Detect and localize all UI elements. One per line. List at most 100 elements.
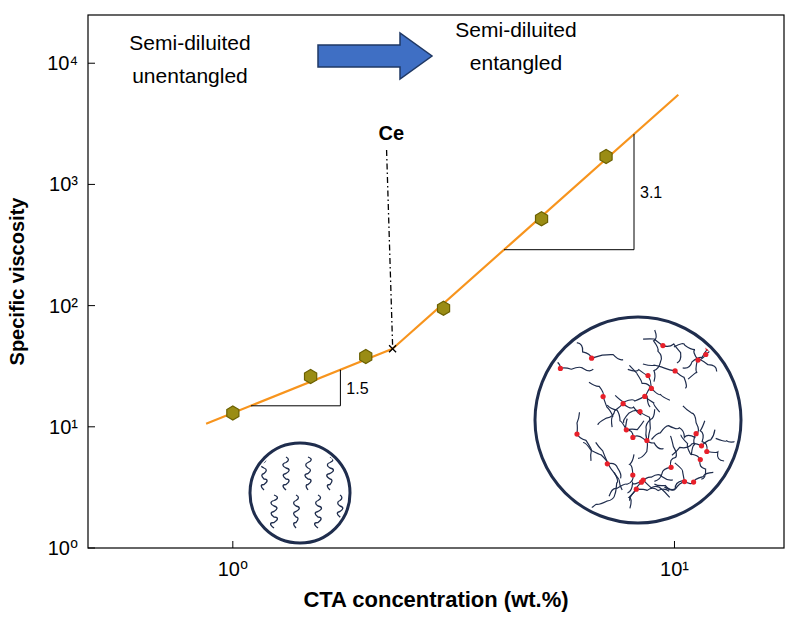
chain — [628, 369, 651, 407]
y-tick-label: 10⁴ — [47, 52, 78, 74]
chart-root: 10⁰ 10¹ 10² 10³ 10⁴ 10⁰ 10¹ CTA concentration (… — [0, 0, 792, 619]
chain — [643, 364, 687, 388]
chain — [577, 343, 623, 360]
entanglement-point — [639, 480, 644, 485]
annotation-line: Semi-diluited — [129, 31, 250, 54]
y-axis-title: Specific viscosity — [6, 197, 28, 366]
free-chains — [261, 457, 343, 528]
y-tick — [88, 548, 95, 549]
entanglement-point — [649, 386, 654, 391]
ce-leader — [387, 150, 393, 345]
fit-line — [393, 95, 679, 349]
slope-label: 3.1 — [640, 184, 662, 201]
schematic-circle — [535, 317, 741, 523]
entanglement-point — [742, 447, 747, 452]
entanglement-point — [574, 432, 579, 437]
slope-triangle — [251, 370, 341, 406]
chain — [615, 395, 660, 412]
entanglement-point — [624, 427, 629, 432]
y-tick — [88, 184, 95, 185]
ce-label: Ce — [379, 122, 405, 144]
entanglement-point — [637, 409, 642, 414]
x-tick-label: 10⁰ — [218, 558, 248, 580]
entanglement-point — [630, 472, 635, 477]
chain — [271, 495, 278, 528]
chain — [654, 330, 662, 382]
chain — [625, 419, 663, 449]
transition-arrow — [318, 33, 432, 79]
entanglement-point — [642, 394, 647, 399]
data-group — [206, 95, 678, 424]
chain — [607, 405, 644, 430]
data-point — [227, 406, 239, 420]
data-point — [438, 301, 450, 315]
entanglement-point — [698, 457, 703, 462]
entanglement-point — [644, 438, 649, 443]
x-axis-title: CTA concentration (wt.%) — [303, 587, 568, 612]
y-tick-label: 10² — [49, 295, 78, 317]
entanglement-point — [621, 401, 626, 406]
chain — [589, 382, 613, 427]
y-tick — [88, 426, 95, 427]
chain — [643, 339, 681, 363]
entanglement-point — [699, 443, 704, 448]
entanglement-point — [634, 487, 639, 492]
schematic-circle — [250, 443, 350, 543]
chain — [664, 472, 713, 490]
y-tick-label: 10⁰ — [48, 537, 78, 559]
y-tick-label: 10¹ — [49, 416, 78, 438]
chain — [588, 472, 618, 511]
chain — [294, 495, 300, 528]
x-tick-label: 10¹ — [660, 558, 689, 580]
y-tick — [88, 305, 95, 306]
entanglement-point — [589, 356, 594, 361]
slope-label: 1.5 — [346, 380, 368, 397]
entanglement-point — [558, 366, 563, 371]
data-point — [305, 370, 317, 384]
chain — [688, 348, 726, 379]
x-tick — [674, 541, 675, 548]
entanglement-point — [605, 461, 610, 466]
chain — [700, 421, 724, 461]
annotation-line: entangled — [470, 51, 562, 74]
chain — [654, 463, 684, 490]
chain — [638, 409, 655, 458]
annotation-line: Semi-diluited — [455, 18, 576, 41]
entanglement-point — [660, 343, 665, 348]
schematics — [250, 317, 747, 543]
x-tick — [232, 541, 233, 548]
chain — [623, 410, 650, 439]
regime-label: Semi-diluited entangled — [455, 18, 576, 74]
chain — [654, 436, 676, 482]
entanglement-point — [645, 373, 650, 378]
entanglement-point — [704, 449, 709, 454]
chain — [596, 442, 623, 490]
chain — [305, 457, 311, 490]
fit-line — [206, 349, 393, 424]
chain — [577, 412, 592, 461]
chain — [283, 457, 289, 490]
annotation-line: unentangled — [132, 64, 248, 87]
entanglement-point — [673, 368, 678, 373]
data-point — [536, 212, 548, 226]
entanglement-point — [669, 465, 674, 470]
chain — [683, 406, 699, 455]
chain — [315, 495, 322, 528]
chart: 10⁰ 10¹ 10² 10³ 10⁴ 10⁰ 10¹ CTA concentration (… — [0, 0, 792, 619]
entanglement-point — [694, 431, 699, 436]
slope-triangle — [504, 134, 634, 250]
entanglement-point — [691, 480, 696, 485]
entanglement-point — [601, 394, 606, 399]
chain — [681, 435, 706, 479]
y-tick-label: 10³ — [49, 173, 78, 195]
data-point — [600, 150, 612, 164]
y-tick — [88, 63, 95, 64]
chain — [652, 426, 696, 440]
entanglement-point — [682, 479, 687, 484]
chain — [583, 442, 621, 478]
plot-frame — [88, 15, 784, 548]
entanglement-point — [703, 352, 708, 357]
ce-point — [389, 345, 396, 352]
regime-label: Semi-diluited unentangled — [129, 31, 250, 87]
entanglement-point — [630, 435, 635, 440]
